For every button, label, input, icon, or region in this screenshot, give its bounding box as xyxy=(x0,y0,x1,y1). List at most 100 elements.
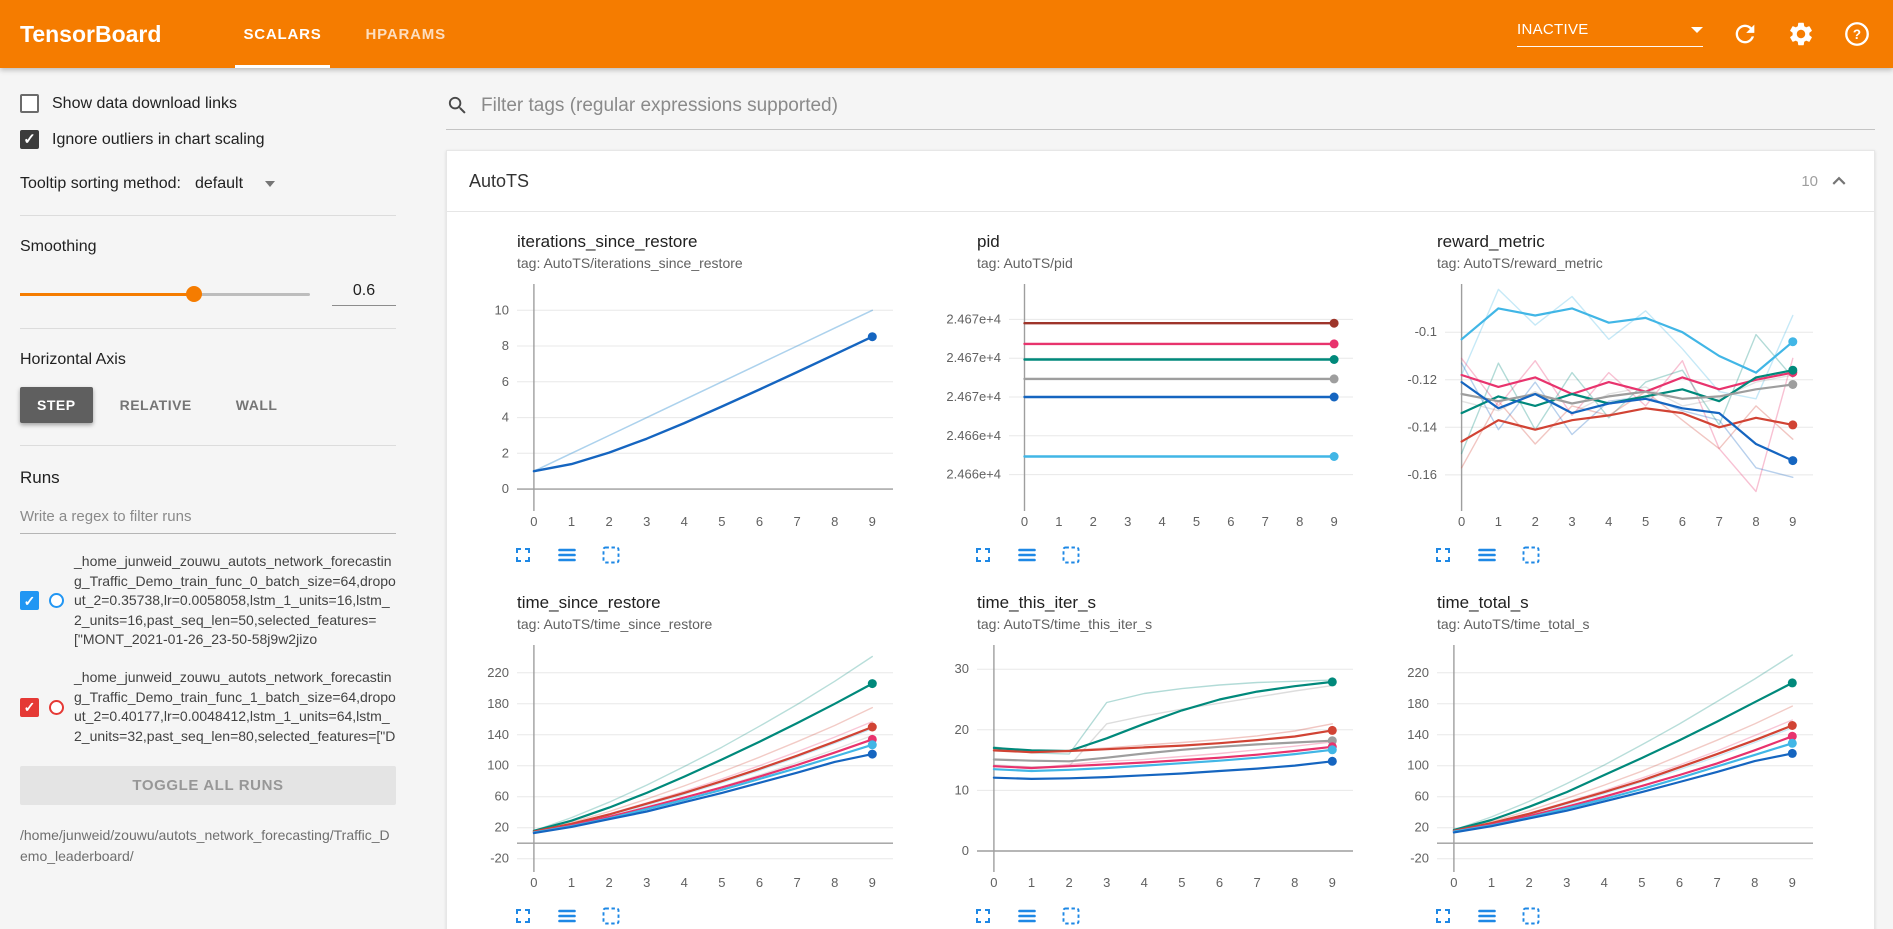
checkbox-label: Show data download links xyxy=(52,94,238,112)
fit-domain-button[interactable] xyxy=(1519,543,1543,567)
data-table-toggle-button[interactable] xyxy=(1475,543,1499,567)
fullscreen-button[interactable] xyxy=(971,904,995,928)
active-status-dropdown[interactable]: INACTIVE xyxy=(1517,21,1703,47)
smoothing-slider[interactable] xyxy=(20,286,310,302)
help-icon: ? xyxy=(1845,22,1869,46)
fullscreen-icon xyxy=(1436,548,1450,562)
svg-text:30: 30 xyxy=(955,661,969,676)
chart-tag: tag: AutoTS/time_since_restore xyxy=(517,616,713,632)
svg-text:8: 8 xyxy=(831,875,838,890)
run-radio[interactable] xyxy=(49,699,64,715)
fit-domain-icon xyxy=(602,907,620,925)
data-table-toggle-button[interactable] xyxy=(555,904,579,928)
fit-domain-button[interactable] xyxy=(599,543,623,567)
fullscreen-icon xyxy=(516,909,530,923)
scalar-chart-card: time_total_s tag: AutoTS/time_total_s -2… xyxy=(1391,593,1831,928)
svg-text:3: 3 xyxy=(1124,514,1131,529)
svg-text:8: 8 xyxy=(1291,875,1298,890)
fit-domain-button[interactable] xyxy=(1059,543,1083,567)
chart-actions xyxy=(471,904,911,928)
tag-group-count: 10 xyxy=(1801,172,1818,190)
svg-text:6: 6 xyxy=(1679,514,1686,529)
svg-text:3: 3 xyxy=(643,875,650,890)
show-download-links-checkbox[interactable]: Show data download links xyxy=(20,94,396,113)
svg-text:5: 5 xyxy=(1193,514,1200,529)
data-table-toggle-button[interactable] xyxy=(1015,543,1039,567)
fit-domain-button[interactable] xyxy=(1059,904,1083,928)
svg-text:60: 60 xyxy=(495,789,509,804)
toggle-all-runs-button[interactable]: TOGGLE ALL RUNS xyxy=(20,766,396,806)
search-icon xyxy=(448,96,466,114)
data-table-toggle-button[interactable] xyxy=(1475,904,1499,928)
chart-canvas[interactable]: -0.1 -0.12 -0.14 -0.16 0 1 2 3 4 5 6 7 8 9 xyxy=(1391,277,1831,541)
fullscreen-button[interactable] xyxy=(1431,904,1455,928)
fullscreen-button[interactable] xyxy=(1431,543,1455,567)
svg-text:0: 0 xyxy=(530,875,537,890)
svg-text:1: 1 xyxy=(1488,875,1495,890)
svg-text:20: 20 xyxy=(495,820,509,835)
data-table-toggle-button[interactable] xyxy=(555,543,579,567)
run-filter-input[interactable] xyxy=(20,502,396,534)
top-tab[interactable]: HPARAMS xyxy=(365,25,446,43)
svg-text:180: 180 xyxy=(487,696,509,711)
svg-text:1: 1 xyxy=(1495,514,1502,529)
runs-label: Runs xyxy=(20,468,60,487)
svg-text:220: 220 xyxy=(487,665,509,680)
svg-text:0: 0 xyxy=(1021,514,1028,529)
tooltip-sorting-select[interactable]: default xyxy=(195,175,276,193)
settings-button[interactable] xyxy=(1787,20,1815,48)
ignore-outliers-checkbox[interactable]: Ignore outliers in chart scaling xyxy=(20,130,396,149)
help-button[interactable]: ? xyxy=(1843,20,1871,48)
svg-text:2: 2 xyxy=(502,445,509,460)
chart-canvas[interactable]: -20 20 60 100 140 180 220 0 1 2 3 4 5 6 7 8 9 xyxy=(471,638,911,902)
run-list-item[interactable]: _home_junweid_zouwu_autots_network_forec… xyxy=(20,552,396,650)
fit-domain-button[interactable] xyxy=(1519,904,1543,928)
axis-option-button[interactable]: RELATIVE xyxy=(103,387,209,423)
svg-text:5: 5 xyxy=(1642,514,1649,529)
tag-group-title: AutoTS xyxy=(469,170,530,191)
run-list: _home_junweid_zouwu_autots_network_forec… xyxy=(20,552,396,746)
chart-canvas[interactable]: 0 10 20 30 0 1 2 3 4 5 6 7 8 9 xyxy=(931,638,1371,902)
refresh-button[interactable] xyxy=(1731,20,1759,48)
data-table-icon xyxy=(558,548,576,562)
smoothing-value[interactable]: 0.6 xyxy=(332,282,396,306)
chart-title: time_since_restore xyxy=(517,593,661,612)
run-list-item[interactable]: _home_junweid_zouwu_autots_network_forec… xyxy=(20,668,396,746)
fullscreen-button[interactable] xyxy=(511,543,535,567)
fullscreen-button[interactable] xyxy=(971,543,995,567)
axis-option-button[interactable]: WALL xyxy=(219,387,295,423)
tag-group-header[interactable]: AutoTS 10 xyxy=(447,151,1874,212)
data-table-icon xyxy=(1018,548,1036,562)
svg-text:10: 10 xyxy=(955,782,969,797)
scalar-chart-card: time_since_restore tag: AutoTS/time_sinc… xyxy=(471,593,911,928)
tooltip-sorting-row: Tooltip sorting method: default xyxy=(20,175,396,193)
fullscreen-icon xyxy=(516,548,530,562)
scalar-chart-card: reward_metric tag: AutoTS/reward_metric … xyxy=(1391,232,1831,567)
svg-text:6: 6 xyxy=(502,374,509,389)
data-table-icon xyxy=(1478,548,1496,562)
run-checkbox[interactable] xyxy=(20,591,39,611)
fit-domain-icon xyxy=(1522,546,1540,564)
fit-domain-button[interactable] xyxy=(599,904,623,928)
svg-text:6: 6 xyxy=(1216,875,1223,890)
smoothing-row: 0.6 xyxy=(20,282,396,306)
svg-text:3: 3 xyxy=(1568,514,1575,529)
svg-text:9: 9 xyxy=(1329,875,1336,890)
fullscreen-icon xyxy=(976,548,990,562)
collapse-icon[interactable] xyxy=(1826,168,1852,194)
svg-text:10: 10 xyxy=(495,302,509,317)
fullscreen-button[interactable] xyxy=(511,904,535,928)
chart-canvas[interactable]: 2.467e+4 2.467e+4 2.467e+4 2.466e+4 2.466e+4… xyxy=(931,277,1371,541)
top-tab[interactable]: SCALARS xyxy=(221,0,343,68)
svg-text:0: 0 xyxy=(502,481,509,496)
chart-actions xyxy=(931,543,1371,567)
tag-filter-input[interactable] xyxy=(481,94,1875,117)
smoothing-slider-thumb[interactable] xyxy=(186,286,202,302)
axis-option-button[interactable]: STEP xyxy=(20,387,93,423)
chart-canvas[interactable]: 0 2 4 6 8 10 0 1 2 3 4 5 6 7 8 9 xyxy=(471,277,911,541)
run-radio[interactable] xyxy=(49,593,64,609)
svg-text:2: 2 xyxy=(1532,514,1539,529)
data-table-toggle-button[interactable] xyxy=(1015,904,1039,928)
run-checkbox[interactable] xyxy=(20,697,39,717)
chart-canvas[interactable]: -20 20 60 100 140 180 220 0 1 2 3 4 5 6 7 8 9 xyxy=(1391,638,1831,902)
